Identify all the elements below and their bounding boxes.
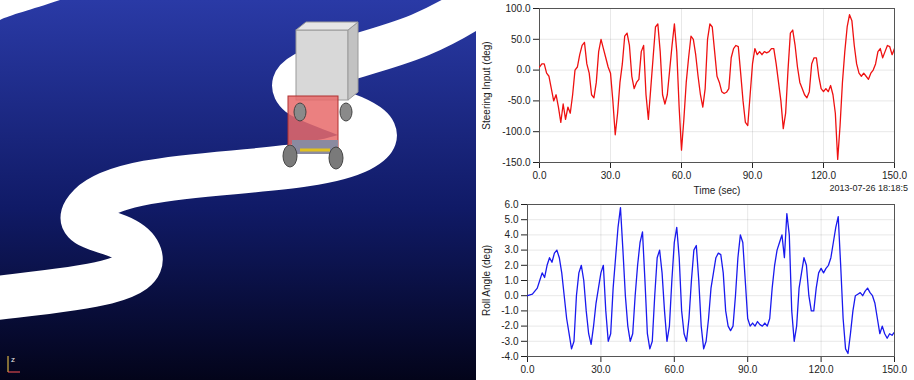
svg-text:120.0: 120.0 [809, 364, 834, 375]
svg-text:100.0: 100.0 [505, 3, 530, 14]
html-text:2013-07-26 18:18:5: 2013-07-26 18:18:5 [829, 183, 908, 193]
svg-text:1.0: 1.0 [505, 275, 519, 286]
svg-text:Roll Angle (deg): Roll Angle (deg) [481, 245, 492, 316]
svg-text:0.0: 0.0 [521, 364, 535, 375]
svg-text:50.0: 50.0 [511, 34, 531, 45]
svg-text:4.0: 4.0 [505, 229, 519, 240]
svg-text:30.0: 30.0 [601, 170, 621, 181]
svg-text:-1.0: -1.0 [501, 305, 519, 316]
svg-text:-3.0: -3.0 [501, 336, 519, 347]
svg-text:0.0: 0.0 [505, 290, 519, 301]
svg-text:60.0: 60.0 [672, 170, 692, 181]
svg-text:-150.0: -150.0 [502, 157, 531, 168]
svg-text:150.0: 150.0 [882, 364, 907, 375]
svg-text:3.0: 3.0 [505, 244, 519, 255]
svg-text:z: z [11, 355, 15, 364]
svg-text:-4.0: -4.0 [501, 351, 519, 362]
svg-text:Steering Input (deg): Steering Input (deg) [481, 41, 492, 129]
svg-text:90.0: 90.0 [738, 364, 758, 375]
svg-text:-100.0: -100.0 [502, 126, 531, 137]
svg-text:150.0: 150.0 [882, 170, 907, 181]
svg-text:30.0: 30.0 [591, 364, 611, 375]
svg-text:2.0: 2.0 [505, 260, 519, 271]
svg-text:0.0: 0.0 [533, 170, 547, 181]
svg-text:-50.0: -50.0 [508, 95, 531, 106]
svg-text:60.0: 60.0 [665, 364, 685, 375]
svg-text:-2.0: -2.0 [501, 320, 519, 331]
svg-text:Time (sec): Time (sec) [694, 185, 741, 196]
svg-text:90.0: 90.0 [743, 170, 763, 181]
svg-text:6.0: 6.0 [505, 199, 519, 210]
svg-text:5.0: 5.0 [505, 214, 519, 225]
svg-text:120.0: 120.0 [811, 170, 836, 181]
svg-text:0.0: 0.0 [517, 64, 531, 75]
